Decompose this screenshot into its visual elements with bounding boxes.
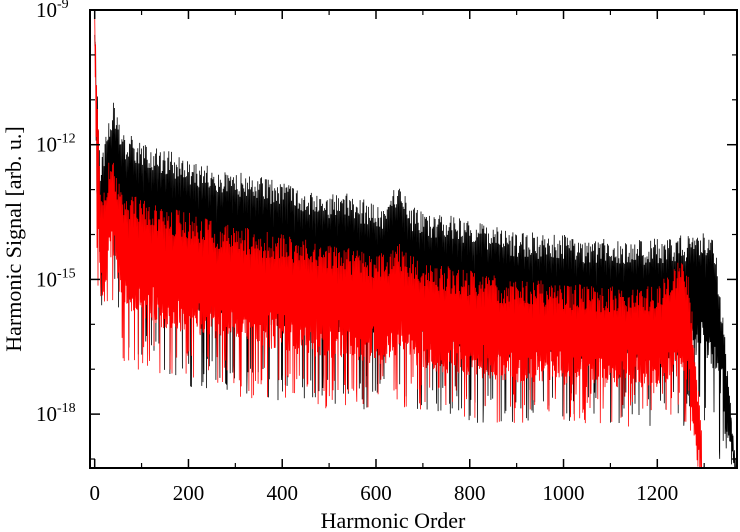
- y-axis: 10-9 10-12 10-15 10-18: [36, 0, 737, 460]
- x-tick-label: 1200: [636, 481, 678, 505]
- x-tick-label: 800: [454, 481, 486, 505]
- series-layer: [94, 15, 737, 468]
- y-tick-label: 10-12: [36, 132, 76, 157]
- series-line-2: [94, 15, 705, 468]
- y-tick-label: 10-15: [36, 266, 76, 291]
- plot-frame: [89, 9, 738, 469]
- y-tick-label: 10-9: [36, 0, 69, 22]
- x-axis-label: Harmonic Order: [321, 508, 466, 532]
- x-axis: 0 200 400 600 800 1000 1200: [89, 10, 705, 505]
- x-tick-label: 600: [360, 481, 392, 505]
- x-tick-label: 1000: [543, 481, 585, 505]
- x-tick-label: 0: [89, 481, 100, 505]
- y-tick-label: 10-18: [36, 401, 76, 426]
- y-axis-label: Harmonic Signal [arb. u.]: [1, 126, 26, 351]
- x-tick-label: 200: [173, 481, 205, 505]
- x-tick-label: 400: [266, 481, 298, 505]
